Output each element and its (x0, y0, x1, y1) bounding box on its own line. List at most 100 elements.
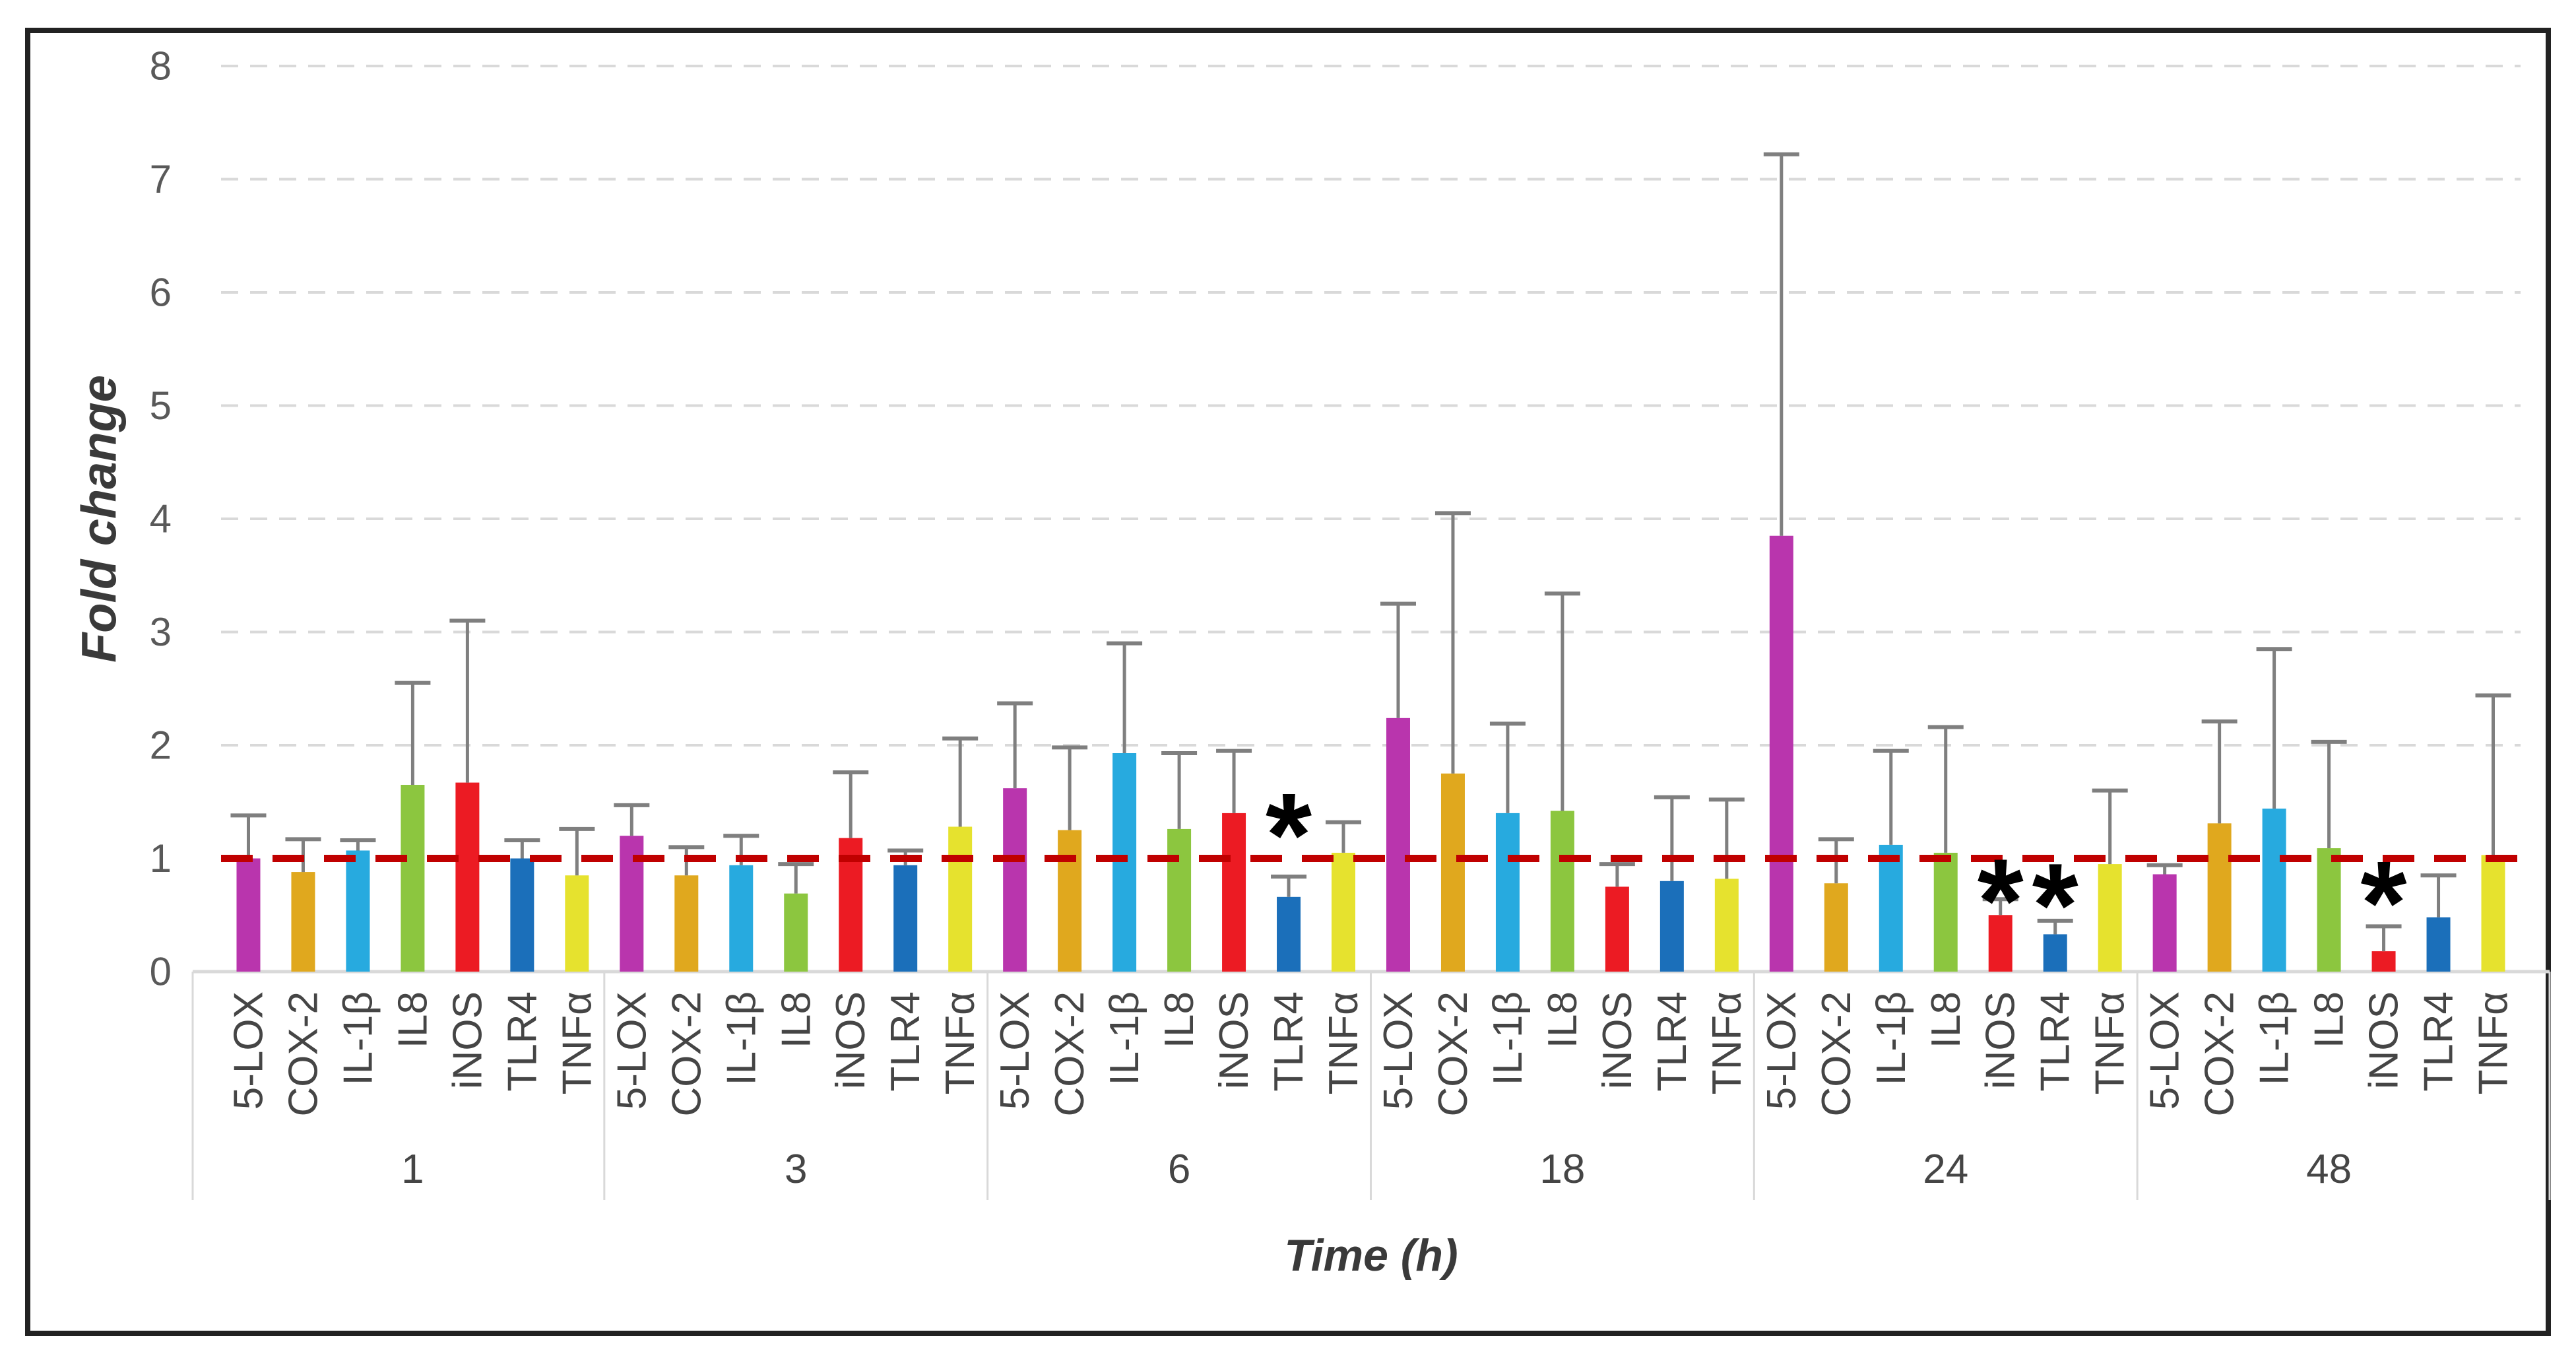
bar-48h-TLR4 (2426, 917, 2451, 972)
bar-1h-IL8 (401, 785, 425, 972)
y-tick-label-6: 6 (150, 271, 172, 315)
gene-label-18h-5-LOX: 5-LOX (1376, 991, 1421, 1110)
bar-18h-iNOS (1605, 886, 1629, 972)
gene-label-18h-IL-1β: IL-1β (1485, 991, 1531, 1086)
bar-18h-IL8 (1550, 811, 1574, 972)
gene-label-3h-TNFα: TNFα (938, 991, 983, 1094)
group-label-1h: 1 (401, 1147, 424, 1192)
gene-label-24h-IL-1β: IL-1β (1869, 991, 1914, 1086)
gene-label-24h-TLR4: TLR4 (2033, 991, 2078, 1092)
gene-label-48h-5-LOX: 5-LOX (2142, 991, 2188, 1110)
gene-label-1h-TLR4: TLR4 (499, 991, 545, 1092)
y-tick-label-4: 4 (150, 497, 172, 541)
bar-24h-TNFα (2098, 864, 2122, 972)
bar-48h-iNOS (2371, 951, 2396, 972)
bar-24h-iNOS (1988, 915, 2012, 972)
bar-24h-5-LOX (1769, 535, 1793, 972)
gene-label-1h-TNFα: TNFα (554, 991, 600, 1094)
gene-label-6h-iNOS: iNOS (1211, 991, 1257, 1089)
bar-3h-IL-1β (729, 865, 754, 972)
bar-6h-5-LOX (1003, 788, 1027, 972)
gene-label-6h-TLR4: TLR4 (1266, 991, 1312, 1092)
bar-6h-COX-2 (1058, 830, 1082, 972)
group-label-3h: 3 (785, 1147, 807, 1192)
gene-label-6h-IL8: IL8 (1157, 991, 1202, 1048)
gene-label-48h-iNOS: iNOS (2362, 991, 2407, 1089)
gene-label-48h-TNFα: TNFα (2471, 991, 2517, 1094)
bar-18h-TNFα (1714, 879, 1739, 972)
bar-3h-IL8 (784, 893, 808, 972)
gene-label-1h-IL8: IL8 (390, 991, 435, 1048)
group-label-18h: 18 (1539, 1147, 1585, 1192)
y-tick-label-5: 5 (150, 383, 172, 428)
gene-label-3h-IL8: IL8 (773, 991, 819, 1048)
gene-label-18h-iNOS: iNOS (1595, 991, 1640, 1089)
gene-label-3h-TLR4: TLR4 (883, 991, 928, 1092)
bar-3h-TNFα (948, 826, 973, 972)
gene-label-3h-iNOS: iNOS (828, 991, 874, 1089)
significance-asterisk-6h-TLR4: * (1266, 769, 1312, 902)
x-axis-title: Time (h) (1284, 1230, 1458, 1281)
bar-6h-TNFα (1332, 852, 1356, 972)
bar-24h-COX-2 (1824, 883, 1848, 972)
gene-label-24h-5-LOX: 5-LOX (1759, 991, 1805, 1110)
bar-48h-COX-2 (2207, 823, 2232, 972)
bar-48h-5-LOX (2152, 874, 2177, 972)
y-tick-label-2: 2 (150, 723, 172, 768)
group-label-48h: 48 (2306, 1147, 2352, 1192)
bar-48h-IL-1β (2262, 809, 2286, 972)
bar-3h-TLR4 (893, 865, 918, 972)
bar-1h-TLR4 (510, 858, 534, 972)
bar-1h-IL-1β (346, 850, 370, 972)
y-tick-label-3: 3 (150, 610, 172, 654)
group-label-6h: 6 (1168, 1147, 1190, 1192)
gene-label-48h-COX-2: COX-2 (2197, 991, 2243, 1116)
gene-label-24h-IL8: IL8 (1923, 991, 1969, 1048)
y-axis-title: Fold change (71, 375, 127, 663)
gene-label-24h-COX-2: COX-2 (1814, 991, 1859, 1116)
bar-48h-TNFα (2481, 855, 2505, 972)
gene-label-3h-COX-2: COX-2 (664, 991, 709, 1116)
group-label-24h: 24 (1923, 1147, 1968, 1192)
y-tick-label-0: 0 (150, 950, 172, 994)
gene-label-1h-iNOS: iNOS (445, 991, 490, 1089)
bar-18h-TLR4 (1659, 881, 1684, 972)
y-tick-label-1: 1 (150, 836, 172, 881)
significance-asterisk-24h-TLR4: * (2032, 839, 2078, 972)
gene-label-24h-TNFα: TNFα (2088, 991, 2133, 1094)
bar-1h-TNFα (565, 875, 589, 972)
bar-48h-IL8 (2317, 848, 2341, 972)
bar-6h-TLR4 (1277, 896, 1301, 972)
bar-24h-IL8 (1933, 852, 1958, 972)
gene-label-24h-iNOS: iNOS (1978, 991, 2024, 1089)
bar-6h-IL-1β (1112, 753, 1137, 972)
bar-6h-IL8 (1167, 828, 1192, 972)
gene-label-3h-IL-1β: IL-1β (719, 991, 764, 1086)
gene-label-6h-5-LOX: 5-LOX (992, 991, 1038, 1110)
bar-6h-iNOS (1222, 813, 1246, 972)
gene-label-6h-IL-1β: IL-1β (1102, 991, 1147, 1086)
y-tick-label-7: 7 (150, 157, 172, 201)
bar-1h-iNOS (455, 782, 480, 972)
bar-1h-COX-2 (291, 872, 315, 972)
bar-18h-5-LOX (1386, 717, 1410, 972)
gene-label-48h-TLR4: TLR4 (2416, 991, 2462, 1092)
gene-label-6h-COX-2: COX-2 (1047, 991, 1093, 1116)
figure-border (25, 28, 2551, 1336)
gene-label-48h-IL-1β: IL-1β (2252, 991, 2298, 1086)
gene-label-18h-COX-2: COX-2 (1431, 991, 1476, 1116)
significance-asterisk-24h-iNOS: * (1978, 834, 2024, 967)
bar-1h-5-LOX (236, 858, 261, 972)
bar-18h-IL-1β (1495, 813, 1520, 972)
bar-24h-TLR4 (2043, 934, 2067, 972)
gene-label-3h-5-LOX: 5-LOX (609, 991, 655, 1110)
gene-label-6h-TNFα: TNFα (1321, 991, 1367, 1094)
gene-label-1h-COX-2: COX-2 (280, 991, 326, 1116)
bar-18h-COX-2 (1440, 773, 1465, 972)
gene-label-18h-TLR4: TLR4 (1650, 991, 1695, 1092)
significance-asterisk-48h-iNOS: * (2361, 837, 2407, 970)
y-tick-label-8: 8 (150, 44, 172, 88)
bar-3h-COX-2 (674, 875, 699, 972)
